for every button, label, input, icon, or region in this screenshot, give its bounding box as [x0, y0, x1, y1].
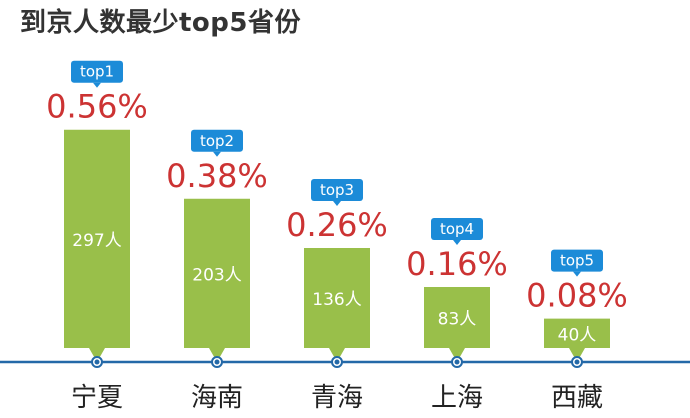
rank-badge-1: [191, 129, 243, 152]
bar-3: [424, 286, 490, 362]
axis-marker-dot-4: [574, 359, 580, 365]
percent-label-1: 0.38%: [166, 157, 268, 195]
rank-badge-pointer-0: [93, 82, 101, 88]
category-label-3: 上海: [431, 383, 483, 413]
percent-label-2: 0.26%: [286, 206, 388, 244]
rank-badge-3: [431, 217, 483, 240]
rank-badge-0: [71, 60, 123, 83]
percent-label-3: 0.16%: [406, 245, 508, 283]
rank-badge-pointer-2: [333, 201, 341, 207]
bar-0: [64, 129, 130, 362]
bar-count-label-2: 136人: [312, 290, 361, 310]
rank-badge-pointer-4: [573, 271, 581, 277]
rank-badge-2: [311, 179, 363, 202]
category-label-4: 西藏: [551, 383, 603, 413]
rank-badge-4: [551, 249, 603, 272]
axis-marker-dot-0: [94, 359, 100, 365]
bar-count-label-1: 203人: [192, 265, 241, 285]
chart-title: 到京人数最少top5省份: [20, 8, 301, 38]
axis-marker-dot-2: [334, 359, 340, 365]
bar-2: [304, 248, 370, 362]
category-label-0: 宁夏: [71, 383, 123, 413]
rank-badge-label-3: top4: [440, 220, 474, 238]
category-label-2: 青海: [311, 383, 363, 413]
bar-count-label-3: 83人: [438, 309, 477, 329]
rank-badge-pointer-3: [453, 239, 461, 245]
axis-marker-dot-1: [214, 359, 220, 365]
category-label-1: 海南: [191, 383, 243, 413]
rank-badge-pointer-1: [213, 151, 221, 157]
rank-badge-label-1: top2: [200, 132, 234, 150]
bar-count-label-0: 297人: [72, 231, 121, 251]
rank-badge-label-0: top1: [80, 63, 114, 81]
bar-4: [544, 318, 610, 362]
axis-marker-dot-3: [454, 359, 460, 365]
bar-1: [184, 198, 250, 362]
bar-count-label-4: 40人: [558, 325, 597, 345]
rank-badge-label-4: top5: [560, 252, 594, 270]
percent-label-0: 0.56%: [46, 88, 148, 126]
rank-badge-label-2: top3: [320, 181, 354, 199]
percent-label-4: 0.08%: [526, 277, 628, 315]
